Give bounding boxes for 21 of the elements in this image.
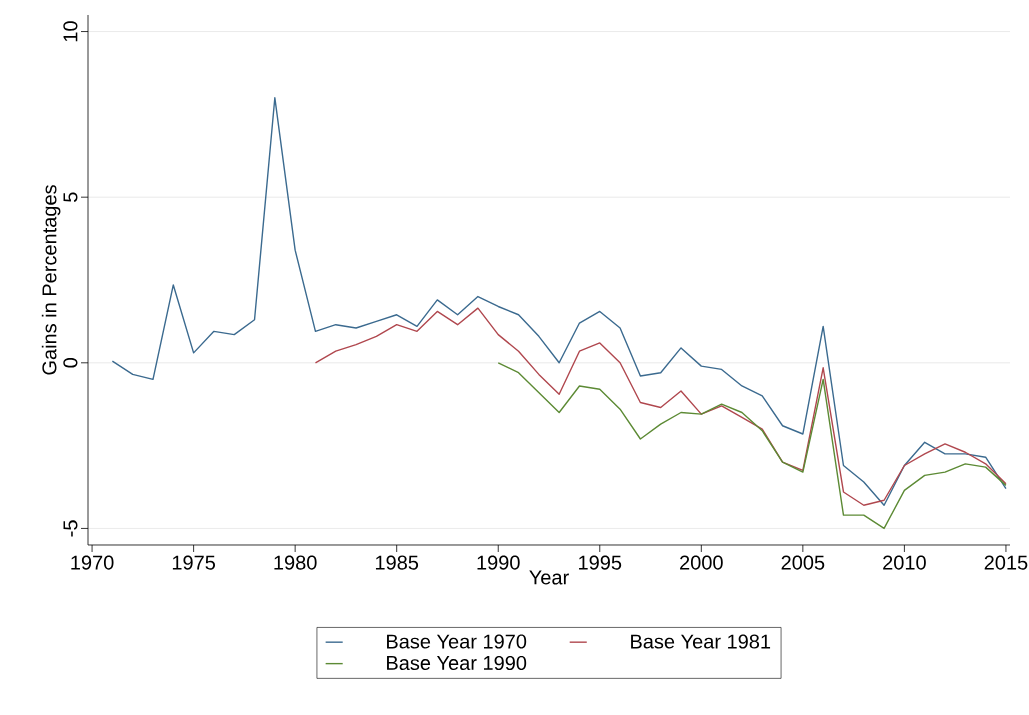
y-axis-title: Gains in Percentages <box>41 185 61 375</box>
y-tick-label: 0 <box>63 358 78 368</box>
y-tick-label: 5 <box>63 192 78 202</box>
legend-label: Base Year 1990 <box>387 655 527 671</box>
x-tick-label: 1995 <box>579 555 622 570</box>
y-tick-label: -5 <box>63 520 78 537</box>
x-tick-label: 2010 <box>883 555 926 570</box>
legend-label: Base Year 1970 <box>387 634 527 649</box>
x-tick-label: 1980 <box>274 555 317 570</box>
legend-label: Base Year 1981 <box>631 634 771 649</box>
x-tick-label: 2000 <box>680 555 723 570</box>
y-tick-label: 10 <box>63 21 78 42</box>
x-tick-label: 1970 <box>71 555 114 570</box>
x-tick-label: 2015 <box>984 555 1028 570</box>
x-tick-label: 2005 <box>781 555 825 570</box>
x-tick-label: 1975 <box>172 555 216 570</box>
x-axis-title: Year <box>529 570 569 585</box>
line-series <box>111 97 1007 506</box>
x-tick-label: 1990 <box>477 555 520 570</box>
line-series <box>314 307 1007 506</box>
x-tick-label: 1985 <box>375 555 419 570</box>
